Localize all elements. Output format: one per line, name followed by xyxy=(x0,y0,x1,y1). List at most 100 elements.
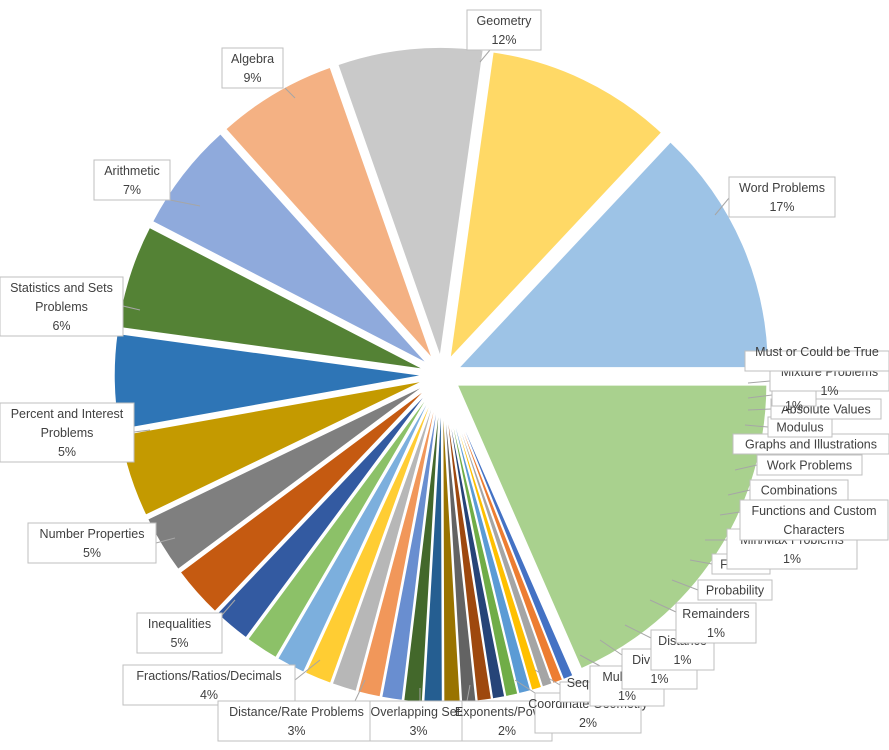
data-label-graphs-and-illustrations: Graphs and Illustrations xyxy=(732,433,889,455)
data-label-line: Problems xyxy=(35,300,88,314)
data-label-box xyxy=(739,499,889,541)
data-label-overlapping-sets: Overlapping Sets 3% xyxy=(369,700,468,742)
data-label-line: 5% xyxy=(58,445,76,459)
data-label-box xyxy=(728,176,836,218)
leader-line-distance-rate-problems xyxy=(354,679,366,702)
slice-divisibility xyxy=(331,391,438,693)
data-label-box xyxy=(136,612,223,654)
data-label-name: Combinations xyxy=(761,484,837,498)
data-label-box xyxy=(466,9,542,51)
data-label-line: 2% xyxy=(498,724,516,738)
data-label-name: Work Problems xyxy=(767,459,852,473)
leader-line-remainders xyxy=(649,599,677,613)
data-label-line: 1% xyxy=(673,653,691,667)
data-label-probability: Probability xyxy=(697,579,773,601)
leader-line-modulus xyxy=(744,424,769,428)
data-label-name: Fractions/Ratios/Decimals xyxy=(136,669,281,683)
data-label-line: 5% xyxy=(83,546,101,560)
data-label-box xyxy=(369,700,468,742)
data-label-name: Exponents/Powers xyxy=(455,705,559,719)
data-label-must-or-could-be-true: Must or Could be True xyxy=(744,345,889,372)
data-label-line: Problems xyxy=(41,426,94,440)
leader-line-factors xyxy=(689,559,713,565)
leader-line-multiples xyxy=(579,654,601,667)
leader-line-number-properties xyxy=(155,537,176,544)
data-label-name: Word Problems xyxy=(739,181,825,195)
data-label-line: 6% xyxy=(52,319,70,333)
leader-line-roots xyxy=(747,394,773,399)
data-label-combinations: Combinations xyxy=(749,479,849,501)
slice-algebra xyxy=(448,50,663,362)
data-label-line: 4% xyxy=(200,688,218,702)
leader-line-word-problems xyxy=(714,197,730,216)
data-label-box xyxy=(756,454,863,476)
slice-distance xyxy=(356,392,439,698)
leader-line-absolute-values xyxy=(747,408,772,411)
data-label-name: Probability xyxy=(706,584,765,598)
data-label-modulus: Modulus xyxy=(767,416,833,438)
data-label-line: Characters xyxy=(783,523,844,537)
data-label-box xyxy=(122,664,296,706)
data-label-line: 12% xyxy=(491,33,516,47)
leader-line-distance xyxy=(624,624,652,639)
leader-line-functions-and-custom xyxy=(719,511,741,516)
leader-line-work-problems xyxy=(734,464,758,471)
data-label-line: 2% xyxy=(579,716,597,730)
data-label-statistics-and-sets: Statistics and Sets Problems 6% xyxy=(0,276,124,337)
slice-distance-rate-problems xyxy=(146,383,428,571)
data-label-box xyxy=(749,479,849,501)
data-label-name: Must or Could be True xyxy=(755,345,879,359)
slice-overlapping-sets xyxy=(178,386,430,613)
data-label-name: Inequalities xyxy=(148,617,211,631)
leader-line-probability xyxy=(671,579,699,591)
data-label-name: Arithmetic xyxy=(104,164,160,178)
data-label-line: 1% xyxy=(783,552,801,566)
data-label-line: 5% xyxy=(170,636,188,650)
data-label-line: 7% xyxy=(123,183,141,197)
data-label-algebra: Algebra 9% xyxy=(221,47,284,89)
data-label-line: 9% xyxy=(243,71,261,85)
data-label-name: Overlapping Sets xyxy=(371,705,467,719)
data-label-line: 1% xyxy=(785,399,803,413)
data-label-inequalities: Inequalities 5% xyxy=(136,612,223,654)
data-label-name: Remainders xyxy=(682,607,749,621)
data-label-geometry: Geometry 12% xyxy=(466,9,542,51)
slice-statistics-and-sets-problems xyxy=(224,66,434,361)
data-label-box xyxy=(217,700,376,742)
data-label-remainders: Remainders 1% xyxy=(675,602,757,644)
leader-line-algebra xyxy=(284,87,296,99)
data-label-fractions-ratios-decimals: Fractions/Ratios/Decimals 4% xyxy=(122,664,296,706)
slice-coordinate-geometry xyxy=(246,389,433,659)
data-label-name: Modulus xyxy=(776,421,823,435)
pie-slices xyxy=(113,46,770,704)
data-label-number-properties: Number Properties 5% xyxy=(27,522,157,564)
leader-line-divisibility xyxy=(599,639,623,656)
slice-percent-and-interest-problems xyxy=(151,132,429,365)
data-label-line: 1% xyxy=(820,384,838,398)
data-label-box xyxy=(675,602,757,644)
data-label-percent-and-interest: Percent and Interest Problems 5% xyxy=(0,402,135,463)
data-label-box xyxy=(221,47,284,89)
data-label-arithmetic: Arithmetic 7% xyxy=(93,159,171,201)
data-label-name: Graphs and Illustrations xyxy=(745,438,877,452)
data-label-box xyxy=(27,522,157,564)
leader-line-statistics-and-sets xyxy=(122,305,141,311)
leader-line-coordinate-geometry xyxy=(514,679,536,694)
data-label-line: 17% xyxy=(769,200,794,214)
slice-multiples xyxy=(304,391,436,685)
data-label-name: Functions and Custom xyxy=(751,504,876,518)
data-label-line: 1% xyxy=(707,626,725,640)
data-label-work-problems: Work Problems xyxy=(756,454,863,476)
data-label-line: 3% xyxy=(409,724,427,738)
data-label-functions-and-custom: Functions and Custom Characters xyxy=(739,499,889,541)
data-labels: Geometry 12% Algebra 9% Arithmetic 7% Statisti… xyxy=(0,9,889,742)
slice-geometry xyxy=(456,140,770,369)
data-label-name: Algebra xyxy=(231,52,274,66)
data-label-line: 1% xyxy=(618,689,636,703)
leader-line-combinations xyxy=(727,489,751,496)
leader-line-sequences xyxy=(534,669,561,686)
slice-work-problems xyxy=(444,392,506,700)
data-label-name: Statistics and Sets xyxy=(10,281,113,295)
data-label-box xyxy=(93,159,171,201)
